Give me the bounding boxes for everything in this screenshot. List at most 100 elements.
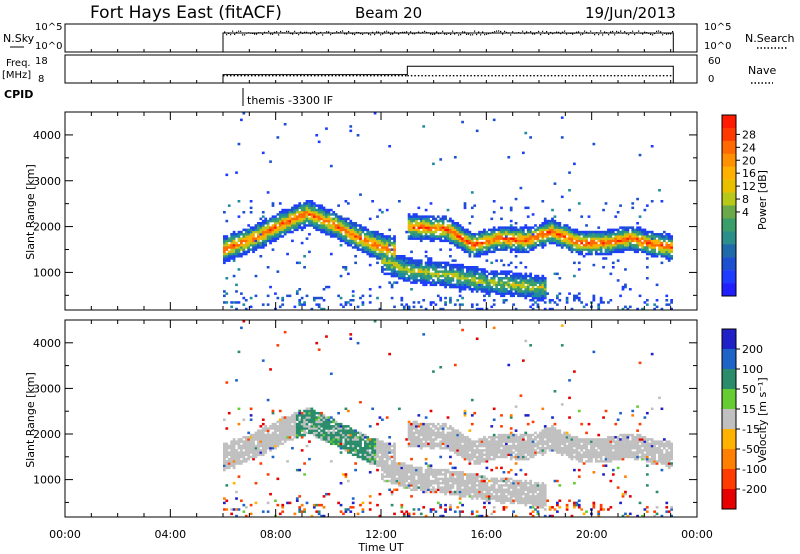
- power-cell: [658, 244, 661, 247]
- power-cell: [317, 217, 321, 221]
- power-cell: [237, 248, 241, 251]
- velocity-cell: [305, 427, 309, 430]
- power-cell: [616, 279, 620, 282]
- power-cell: [271, 230, 275, 234]
- velocity-cell: [366, 444, 370, 448]
- power-cell: [419, 277, 423, 280]
- velocity-cell: [487, 442, 491, 446]
- power-cell: [410, 288, 413, 291]
- power-cell: [497, 244, 501, 247]
- velocity-cell: [332, 436, 336, 439]
- velocity-cell: [361, 508, 365, 511]
- velocity-cell: [271, 411, 275, 415]
- velocity-cell: [247, 438, 251, 441]
- power-cell: [288, 222, 292, 225]
- power-cell: [658, 235, 661, 238]
- power-cell: [502, 248, 506, 251]
- power-cell: [344, 268, 348, 271]
- power-cell: [427, 217, 430, 221]
- power-cell: [497, 281, 501, 284]
- power-cell: [604, 230, 608, 234]
- velocity-cell: [456, 431, 460, 435]
- power-cell: [468, 237, 472, 240]
- power-cell: [665, 257, 669, 260]
- power-cell: [453, 230, 457, 234]
- velocity-cell: [254, 449, 258, 452]
- power-cell: [641, 241, 644, 245]
- velocity-cell: [305, 409, 309, 413]
- power-cell: [500, 246, 503, 249]
- power-cell: [310, 219, 314, 223]
- power-cell: [349, 219, 353, 223]
- velocity-cell: [271, 455, 275, 459]
- power-cell: [568, 246, 571, 249]
- power-cell: [300, 226, 304, 229]
- velocity-cell: [439, 436, 443, 439]
- velocity-cell: [242, 442, 246, 446]
- power-cell: [478, 233, 481, 236]
- power-cell: [419, 239, 423, 243]
- power-cell: [281, 208, 285, 212]
- velocity-cell: [378, 449, 382, 452]
- velocity-cell: [227, 451, 231, 454]
- velocity-cell: [334, 425, 338, 428]
- velocity-cell: [271, 433, 275, 437]
- power-cell: [388, 237, 392, 240]
- power-cell: [320, 224, 323, 227]
- power-cell: [531, 235, 535, 238]
- power-cell: [490, 288, 494, 291]
- velocity-cell: [339, 425, 343, 428]
- power-cell: [254, 239, 258, 243]
- power-cell: [607, 235, 610, 238]
- power-cell: [665, 235, 669, 238]
- velocity-cell: [286, 431, 289, 435]
- velocity-cell: [427, 471, 430, 474]
- velocity-cell: [456, 475, 460, 478]
- power-cell: [619, 230, 622, 234]
- power-cell: [485, 235, 489, 238]
- velocity-cell: [286, 433, 289, 437]
- power-cell: [424, 272, 428, 276]
- power-cell: [227, 255, 231, 258]
- velocity-cell: [449, 455, 452, 459]
- power-cell: [441, 281, 445, 284]
- velocity-cell: [419, 425, 423, 428]
- power-cell: [254, 294, 258, 298]
- power-cell: [315, 213, 319, 216]
- velocity-cell: [415, 438, 418, 441]
- power-cell: [504, 283, 508, 287]
- power-cell: [577, 239, 581, 243]
- power-cell: [337, 222, 340, 225]
- power-cell: [575, 235, 579, 238]
- velocity-cell: [449, 473, 452, 476]
- power-cell: [344, 266, 348, 269]
- power-cell: [337, 294, 340, 298]
- velocity-cell: [490, 497, 494, 500]
- velocity-cell: [329, 440, 333, 443]
- power-cell: [354, 224, 357, 227]
- power-cell: [441, 228, 445, 232]
- power-cell: [227, 204, 231, 207]
- power-cell: [645, 241, 649, 245]
- power-cell: [492, 303, 496, 306]
- power-cell: [650, 235, 654, 238]
- power-cell: [517, 250, 520, 254]
- velocity-cell: [383, 446, 387, 450]
- velocity-cell: [400, 464, 404, 467]
- velocity-cell: [446, 479, 450, 483]
- power-cell: [599, 296, 603, 300]
- power-cell: [371, 200, 375, 203]
- velocity-cell: [227, 446, 231, 450]
- power-cell: [439, 248, 443, 251]
- power-cell: [507, 290, 511, 293]
- velocity-cell: [422, 506, 426, 509]
- velocity-cell: [410, 431, 413, 435]
- power-cell: [422, 125, 426, 128]
- velocity-cell: [473, 460, 477, 463]
- power-cell: [446, 239, 450, 243]
- velocity-cell: [463, 449, 467, 452]
- power-cell: [658, 239, 661, 243]
- power-cell: [531, 292, 535, 295]
- power-cell: [378, 307, 382, 311]
- velocity-cell: [342, 473, 345, 476]
